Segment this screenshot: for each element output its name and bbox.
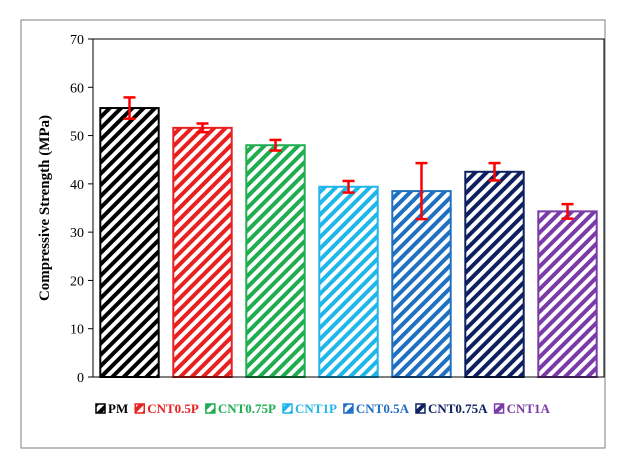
legend-swatch <box>493 403 505 414</box>
legend-item-cnt1a: CNT1A <box>493 401 551 416</box>
legend-item-cnt0-5a: CNT0.5A <box>343 401 410 416</box>
legend-label: CNT1A <box>507 401 551 416</box>
y-tick-label: 20 <box>70 274 84 289</box>
y-tick-label: 0 <box>77 371 84 386</box>
legend-label: CNT0.75P <box>218 401 276 416</box>
y-axis-ticks: 0 10 20 30 40 50 60 70 <box>70 33 93 386</box>
legend-item-pm: PM <box>95 401 128 416</box>
error-bar-cnt0-5p <box>196 122 209 134</box>
y-axis-title: Compressive Strength (MPa) <box>37 115 53 301</box>
legend-item-cnt0-75a: CNT0.75A <box>415 401 488 416</box>
legend-label: CNT1P <box>295 401 337 416</box>
legend-label: CNT0.5A <box>356 401 410 416</box>
bar-cnt1p <box>318 185 379 378</box>
y-tick-label: 30 <box>70 226 84 241</box>
error-bar-pm <box>123 96 136 120</box>
legend-label: PM <box>108 401 128 416</box>
error-bar-cnt0-5a <box>415 161 428 221</box>
bar-cnt0-75a <box>464 170 525 378</box>
legend-item-cnt0-75p: CNT0.75P <box>205 401 276 416</box>
legend-label: CNT0.75A <box>428 401 488 416</box>
error-bars-group <box>123 96 574 221</box>
y-tick-label: 50 <box>70 130 84 145</box>
plot-area-border <box>92 38 605 378</box>
y-tick-label: 10 <box>70 323 84 338</box>
y-tick-label: 60 <box>70 81 84 96</box>
legend-label: CNT0.5P <box>147 401 199 416</box>
bar-cnt1a <box>537 210 598 378</box>
legend: PM CNT0.5P CNT0.75P CNT1P CNT0.5A CNT0.75A CNT… <box>95 401 551 416</box>
bar-cnt0-5p <box>172 126 233 378</box>
bars-group <box>99 107 598 378</box>
legend-swatch <box>95 403 106 414</box>
error-bar-cnt0-75a <box>488 161 501 182</box>
y-tick-label: 70 <box>70 33 84 48</box>
legend-item-cnt0-5p: CNT0.5P <box>134 401 199 416</box>
legend-swatch <box>282 403 293 414</box>
y-tick-label: 40 <box>70 178 84 193</box>
legend-swatch <box>205 403 216 414</box>
bar-cnt0-75p <box>245 144 306 378</box>
legend-swatch <box>415 403 426 414</box>
error-bar-cnt1a <box>561 202 574 220</box>
legend-swatch <box>134 403 145 414</box>
legend-item-cnt1p: CNT1P <box>282 401 337 416</box>
bar-pm <box>99 107 160 378</box>
error-bar-cnt0-75p <box>269 138 282 152</box>
error-bar-cnt1p <box>342 179 355 194</box>
legend-swatch <box>343 403 354 414</box>
